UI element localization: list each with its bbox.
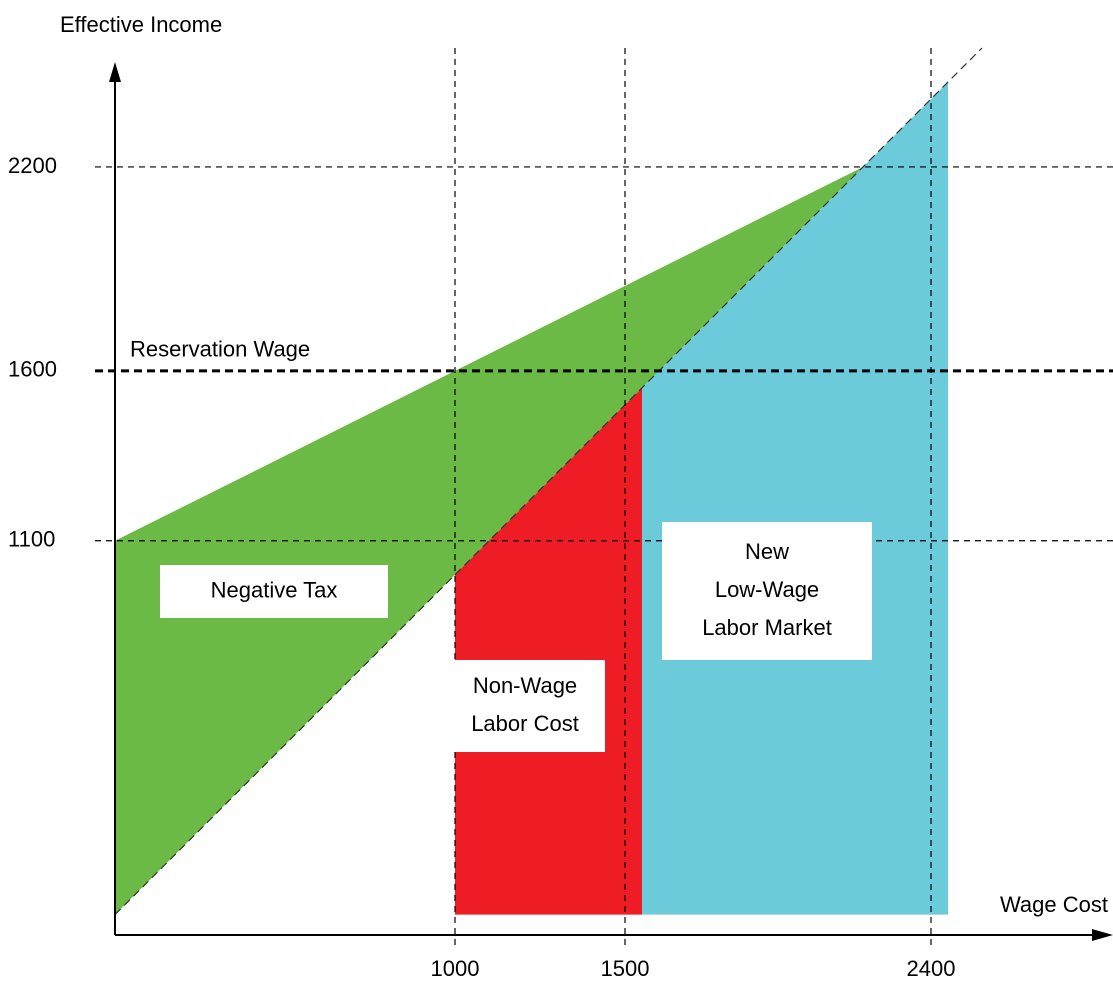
region-label: Low-Wage: [715, 577, 819, 602]
x-tick-label: 2400: [907, 956, 956, 981]
y-axis-arrow: [109, 62, 121, 82]
label-box: [160, 565, 388, 618]
region-label: Negative Tax: [211, 577, 338, 602]
x-axis-arrow: [1092, 929, 1113, 941]
x-tick-label: 1500: [601, 956, 650, 981]
region-label: New: [745, 539, 789, 564]
y-axis-label: Effective Income: [60, 12, 222, 37]
x-tick-label: 1000: [431, 956, 480, 981]
annotation: Reservation Wage: [130, 337, 310, 362]
y-tick-label: 2200: [8, 153, 57, 178]
x-axis-label: Wage Cost: [1000, 892, 1108, 917]
region-label: Non-Wage: [473, 673, 577, 698]
region: [642, 81, 948, 915]
region-label: Labor Market: [702, 615, 832, 640]
y-tick-label: 1600: [8, 357, 57, 382]
label-box: [445, 660, 605, 752]
reference-diagonal: [114, 47, 983, 916]
region: [455, 387, 642, 915]
label-box: [662, 522, 872, 660]
y-tick-label: 1100: [8, 527, 55, 552]
region-label: Labor Cost: [471, 711, 579, 736]
